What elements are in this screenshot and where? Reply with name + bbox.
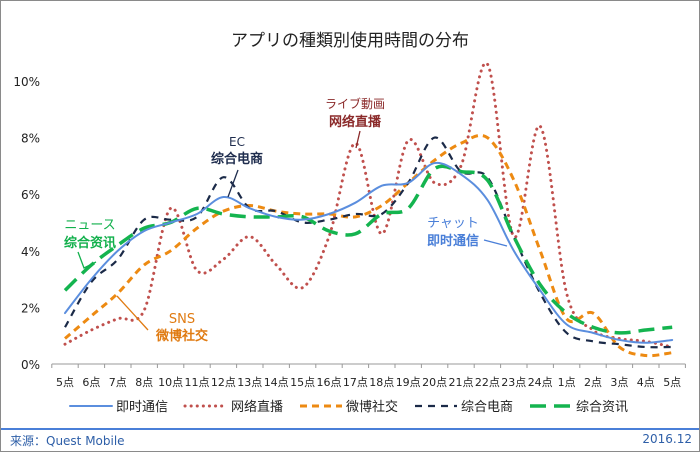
chart-title: アプリの種類別使用時間の分布: [231, 30, 469, 51]
x-tick-label: 13点: [237, 376, 262, 389]
y-axis: 0% 2% 4% 6% 8% 10%: [13, 75, 40, 372]
x-tick-label: 1点: [558, 376, 576, 389]
annotation-label: 即时通信: [427, 233, 479, 249]
legend-label: 综合电商: [461, 400, 513, 415]
y-tick-label: 2%: [21, 301, 40, 315]
y-tick-label: 10%: [13, 75, 40, 89]
x-tick-label: 17点: [343, 376, 368, 389]
x-tick-label: 23点: [501, 376, 526, 389]
annotation-label: 综合电商: [211, 151, 263, 167]
legend-item-0: 即时通信: [69, 400, 168, 415]
x-tick-label: 8点: [135, 376, 153, 389]
series-line-2: [64, 133, 673, 358]
series-line-1: [63, 61, 674, 349]
x-tick-label: 22点: [475, 376, 500, 389]
legend-label: 综合资讯: [576, 400, 628, 415]
legend-item-2: 微博社交: [300, 399, 398, 415]
annotation-label: 网络直播: [329, 114, 382, 130]
x-axis: 5点 6点 7点 8点 10点 11点 12点 13点 14点 15点 16点 17点 18点 19点 20…: [51, 363, 686, 389]
legend: 即时通信 网络直播 微博社交 综合电商 综合资讯: [69, 399, 628, 415]
x-tick-label: 5点: [56, 376, 74, 389]
x-tick-label: 3点: [610, 376, 628, 389]
annotation-label: 综合资讯: [64, 235, 116, 251]
x-tick-label: 21点: [449, 376, 474, 389]
annotation-0: EC 综合电商: [211, 135, 263, 198]
x-tick-label: 18点: [369, 376, 394, 389]
annotation-leader: [355, 130, 361, 149]
legend-label: 微博社交: [346, 399, 398, 415]
date-text: 2016.12: [642, 432, 692, 446]
annotation-label: ニュース: [64, 218, 115, 233]
series-line-0: [64, 161, 674, 344]
series-line-3: [64, 136, 673, 349]
annotation-label: 微博社交: [155, 328, 208, 344]
y-tick-label: 8%: [21, 132, 40, 146]
x-tick-label: 20点: [422, 376, 447, 389]
annotation-label: ライブ動画: [325, 96, 385, 111]
source-text: 来源：Quest Mobile: [10, 434, 125, 448]
annotation-label: チャット: [427, 216, 479, 231]
x-tick-label: 14点: [264, 376, 289, 389]
y-tick-label: 6%: [21, 188, 40, 202]
x-tick-label: 4点: [637, 376, 655, 389]
annotation-label: EC: [229, 135, 245, 149]
legend-item-1: 网络直播: [183, 399, 283, 415]
x-tick-label: 5点: [663, 376, 681, 389]
x-tick-label: 6点: [82, 376, 100, 389]
annotation-label: SNS: [169, 312, 195, 327]
annotation-leader: [483, 239, 508, 247]
annotation-leader: [77, 251, 97, 269]
x-tick-label: 11点: [185, 376, 210, 389]
legend-item-3: 综合电商: [415, 400, 513, 415]
x-tick-label: 7点: [109, 376, 127, 389]
x-tick-label: 2点: [584, 376, 602, 389]
x-tick-label: 19点: [396, 376, 421, 389]
y-tick-label: 4%: [21, 245, 40, 259]
footer-divider: [1, 428, 699, 430]
x-tick-label: 24点: [528, 376, 553, 389]
legend-label: 网络直播: [231, 399, 283, 415]
annotation-leader: [116, 295, 149, 331]
annotation-leader: [227, 169, 239, 198]
legend-item-4: 综合资讯: [530, 400, 628, 415]
x-tick-label: 10点: [158, 376, 183, 389]
legend-label: 即时通信: [116, 400, 168, 415]
series-lines: [63, 61, 674, 358]
x-tick-label: 15点: [290, 376, 315, 389]
x-tick-label: 16点: [317, 376, 342, 389]
x-tick-label: 12点: [211, 376, 236, 389]
y-tick-label: 0%: [21, 358, 40, 372]
